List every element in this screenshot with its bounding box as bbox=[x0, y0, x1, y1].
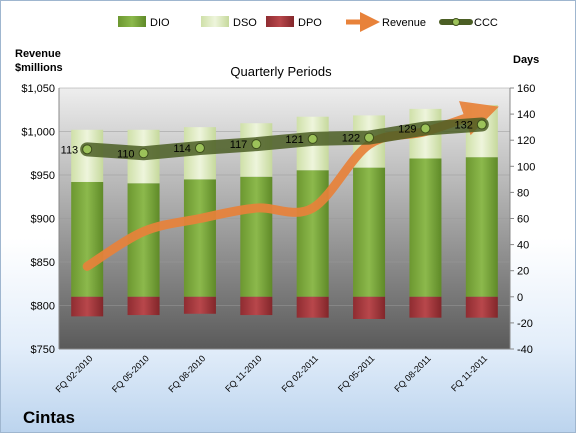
legend-swatch-dpo bbox=[266, 16, 294, 27]
bar-dio bbox=[465, 157, 498, 297]
x-tick-label: FQ 05-2011 bbox=[336, 353, 377, 394]
right-tick-label: 20 bbox=[517, 266, 529, 278]
ccc-layer: 113 110 114 117 121 122 129 132 bbox=[61, 117, 489, 161]
x-tick-label: FQ 08-2010 bbox=[166, 353, 207, 394]
ccc-marker bbox=[307, 133, 318, 144]
ccc-data-label: 122 bbox=[342, 133, 360, 145]
ccc-data-label: 117 bbox=[230, 139, 248, 151]
right-tick-label: 0 bbox=[517, 292, 523, 304]
right-tick-label: 80 bbox=[517, 187, 529, 199]
ccc-marker bbox=[476, 119, 487, 130]
legend: DIO DSO DPO Revenue CCC bbox=[118, 12, 498, 32]
x-tick-label: FQ 08-2011 bbox=[392, 353, 433, 394]
right-tick-label: 140 bbox=[517, 109, 535, 121]
left-tick-label: $900 bbox=[31, 214, 55, 226]
company-name: Cintas bbox=[23, 408, 75, 427]
bar-dio bbox=[71, 181, 104, 297]
ccc-data-label: 110 bbox=[117, 148, 135, 160]
bar-dpo bbox=[183, 296, 216, 314]
bar-dio bbox=[353, 167, 386, 297]
legend-swatch-dio bbox=[118, 16, 146, 27]
ccc-line bbox=[80, 117, 489, 161]
left-tick-label: $950 bbox=[31, 170, 55, 182]
right-tick-label: 160 bbox=[517, 83, 535, 95]
bar-dpo bbox=[240, 296, 273, 316]
left-tick-label: $1,000 bbox=[21, 127, 55, 139]
x-tick-label: FQ 05-2010 bbox=[110, 353, 151, 394]
legend-label-revenue: Revenue bbox=[382, 17, 426, 29]
ccc-data-label: 132 bbox=[454, 120, 472, 132]
ccc-marker bbox=[251, 139, 262, 150]
right-axis-title: Days bbox=[513, 54, 539, 66]
right-tick-label: -20 bbox=[517, 318, 533, 330]
right-tick-label: 40 bbox=[517, 240, 529, 252]
left-tick-label: $800 bbox=[31, 301, 55, 313]
left-tick-label: $1,050 bbox=[21, 83, 55, 95]
left-axis-title-line2: $millions bbox=[15, 62, 63, 74]
bar-dio bbox=[409, 158, 442, 297]
x-tick-label: FQ 11-2011 bbox=[449, 353, 489, 393]
legend-label-dio: DIO bbox=[150, 17, 170, 29]
x-tick-label: FQ 02-2011 bbox=[280, 353, 321, 394]
legend-label-dpo: DPO bbox=[298, 17, 322, 29]
x-tick-label: FQ 11-2010 bbox=[223, 353, 264, 394]
bar-dio bbox=[183, 179, 216, 297]
ccc-marker bbox=[82, 144, 93, 155]
ccc-data-label: 129 bbox=[398, 123, 416, 135]
ccc-data-label: 113 bbox=[61, 144, 79, 156]
ccc-marker bbox=[420, 123, 431, 134]
bar-dpo bbox=[127, 296, 160, 316]
legend-swatch-dso bbox=[201, 16, 229, 27]
ccc-data-label: 114 bbox=[173, 143, 191, 155]
legend-marker-ccc bbox=[452, 18, 460, 26]
legend-label-dso: DSO bbox=[233, 17, 257, 29]
right-tick-label: 120 bbox=[517, 135, 535, 147]
right-tick-label: -40 bbox=[517, 344, 533, 356]
bar-dpo bbox=[465, 296, 498, 318]
left-tick-label: $750 bbox=[31, 344, 55, 356]
bar-dio bbox=[296, 170, 329, 297]
right-tick-label: 100 bbox=[517, 161, 535, 173]
bar-dpo bbox=[71, 296, 104, 317]
bar-dpo bbox=[353, 296, 386, 319]
bar-dpo bbox=[409, 296, 442, 318]
legend-label-ccc: CCC bbox=[474, 17, 498, 29]
bars-layer bbox=[71, 104, 498, 319]
right-tick-label: 60 bbox=[517, 214, 529, 226]
left-tick-label: $850 bbox=[31, 257, 55, 269]
ccc-marker bbox=[194, 143, 205, 154]
chart-title: Quarterly Periods bbox=[230, 64, 332, 79]
bar-dpo bbox=[296, 296, 329, 318]
ccc-data-label: 121 bbox=[285, 134, 303, 146]
ccc-marker bbox=[138, 148, 149, 159]
ccc-marker bbox=[364, 132, 375, 143]
x-tick-label: FQ 02-2010 bbox=[54, 353, 95, 394]
left-axis-title-line1: Revenue bbox=[15, 48, 61, 60]
bar-dio bbox=[240, 176, 273, 297]
